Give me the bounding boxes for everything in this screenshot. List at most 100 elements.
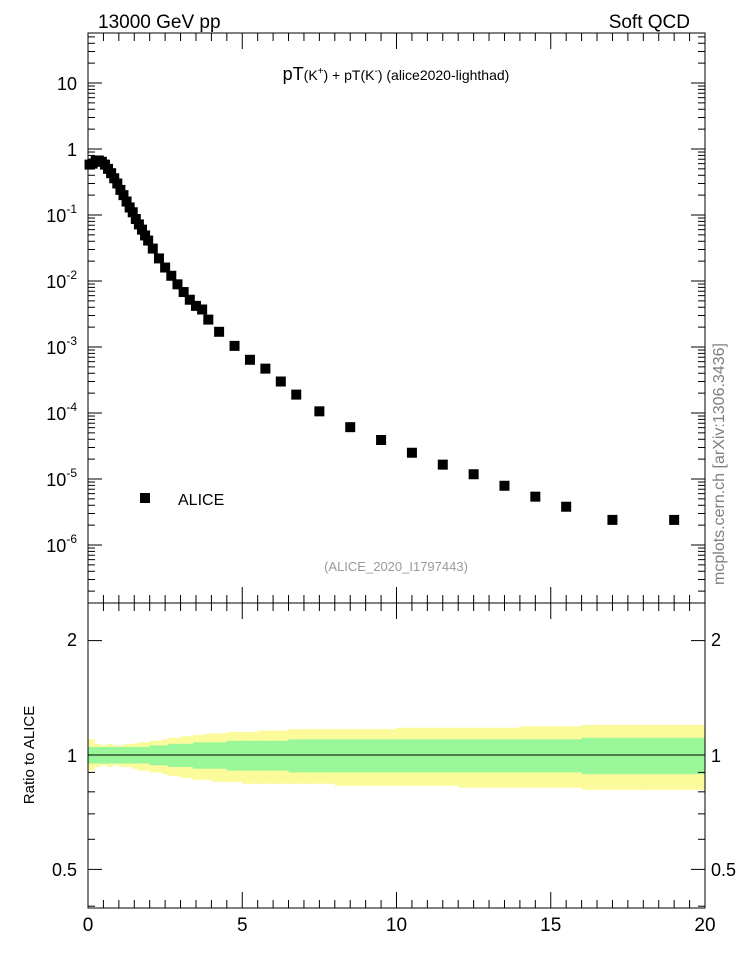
stat-uncertainty-band [489, 739, 521, 773]
data-point [172, 279, 183, 290]
ytick-label-base: 10 [57, 74, 77, 94]
stat-uncertainty-band [205, 742, 212, 769]
ytick-label-base: 1 [67, 140, 77, 160]
data-point [147, 243, 158, 254]
ratio-x-ticks [87, 603, 706, 908]
data-point [178, 287, 189, 298]
data-point [133, 219, 144, 230]
xtick-label: 5 [237, 915, 248, 936]
main-ytick-label: 10-4 [46, 400, 77, 424]
data-point [140, 230, 151, 241]
data-point [468, 469, 479, 480]
analysis-id: (ALICE_2020_I1797443) [324, 559, 468, 574]
ratio-ytick-label-1-left: 1 [67, 746, 77, 766]
process-label: Soft QCD [609, 12, 690, 33]
ratio-ytick-label-1-right: 1 [711, 746, 721, 766]
data-point [406, 447, 417, 458]
stat-uncertainty-band [211, 742, 228, 769]
stat-uncertainty-band [334, 739, 367, 773]
ytick-label-exponent: -5 [66, 466, 77, 480]
ytick-label-exponent: -4 [66, 400, 77, 414]
data-point [607, 514, 618, 525]
data-point [118, 190, 129, 201]
ytick-label-base: 10 [46, 470, 66, 490]
xtick-label: 0 [83, 915, 94, 936]
ytick-label-base: 10 [46, 206, 66, 226]
data-point [160, 262, 171, 273]
data-point [499, 480, 510, 491]
ytick-label-exponent: -6 [66, 532, 77, 546]
xtick-label: 15 [540, 915, 561, 936]
main-ytick-label: 10-5 [46, 466, 77, 490]
stat-uncertainty-band [303, 739, 336, 773]
data-point [184, 294, 195, 305]
stat-uncertainty-band [458, 739, 490, 773]
main-ytick-label: 10 [57, 74, 77, 94]
data-point [166, 270, 177, 281]
stat-uncertainty-band [273, 740, 290, 771]
title-part-minus: - [374, 66, 377, 77]
stat-uncertainty-band [427, 739, 459, 773]
stat-uncertainty-band [242, 740, 259, 771]
stat-uncertainty-band [643, 737, 706, 775]
data-point [345, 422, 356, 433]
x-tick-labels: 0 5 10 15 20 [83, 915, 716, 936]
data-point [109, 173, 120, 184]
data-point [106, 168, 117, 179]
data-point [153, 253, 164, 264]
ratio-ytick-label-0.5-right: 0.5 [711, 860, 736, 880]
main-ytick-label: 10-3 [46, 334, 77, 358]
ratio-ytick-label-0.5-left: 0.5 [52, 860, 77, 880]
data-point [121, 196, 132, 207]
data-point [437, 459, 448, 470]
ytick-label-base: 10 [46, 404, 66, 424]
data-point [561, 501, 572, 512]
stat-uncertainty-band [396, 739, 428, 773]
stat-uncertainty-band [192, 742, 200, 769]
legend-marker-alice [140, 493, 150, 503]
stat-uncertainty-band [257, 740, 274, 771]
data-point [244, 354, 255, 365]
stat-uncertainty-band [199, 742, 206, 769]
title-part-end: ) (alice2020-lighthad) [378, 67, 510, 83]
data-point [275, 376, 286, 387]
ratio-y-ticks [88, 640, 705, 907]
ytick-label-base: 10 [46, 272, 66, 292]
data-point [127, 207, 138, 218]
legend-label-alice: ALICE [178, 492, 224, 509]
ratio-ytick-label-2-right: 2 [711, 630, 721, 650]
ytick-label-exponent: -1 [66, 202, 77, 216]
data-point [260, 363, 271, 374]
ytick-label-exponent: -2 [66, 268, 77, 282]
stat-uncertainty-band [288, 739, 305, 773]
data-point [314, 406, 325, 417]
data-point [190, 300, 201, 311]
title-part-pt: pT [283, 64, 304, 84]
title-part-plus: + [318, 66, 324, 77]
ytick-label-base: 10 [46, 536, 66, 556]
ratio-panel: 0.5 1 2 0.5 1 2 Ratio to ALICE [21, 602, 736, 909]
xtick-label: 20 [694, 915, 715, 936]
data-point [130, 213, 141, 224]
data-point [229, 340, 240, 351]
stat-uncertainty-band [365, 739, 397, 773]
mcplots-credit: mcplots.cern.ch [arXiv:1306.3436] [711, 343, 728, 585]
main-ytick-label: 1 [67, 140, 77, 160]
title-part-k: (K [304, 67, 319, 83]
stat-uncertainty-band [519, 739, 552, 773]
main-ytick-label: 10-6 [46, 532, 77, 556]
data-point [669, 514, 680, 525]
data-point [143, 235, 154, 246]
main-ytick-label: 10-1 [46, 202, 77, 226]
title-part-mid: ) + pT(K [324, 67, 376, 83]
main-ytick-label: 10-2 [46, 268, 77, 292]
ytick-label-base: 10 [46, 338, 66, 358]
data-point [197, 304, 208, 315]
ratio-uncertainty-bands [88, 724, 706, 790]
main-x-ticks [87, 33, 706, 603]
stat-uncertainty-band [226, 740, 243, 771]
ratio-ytick-label-2-left: 2 [67, 630, 77, 650]
plot-title: pT(K+) + pT(K-) (alice2020-lighthad) [283, 64, 510, 84]
